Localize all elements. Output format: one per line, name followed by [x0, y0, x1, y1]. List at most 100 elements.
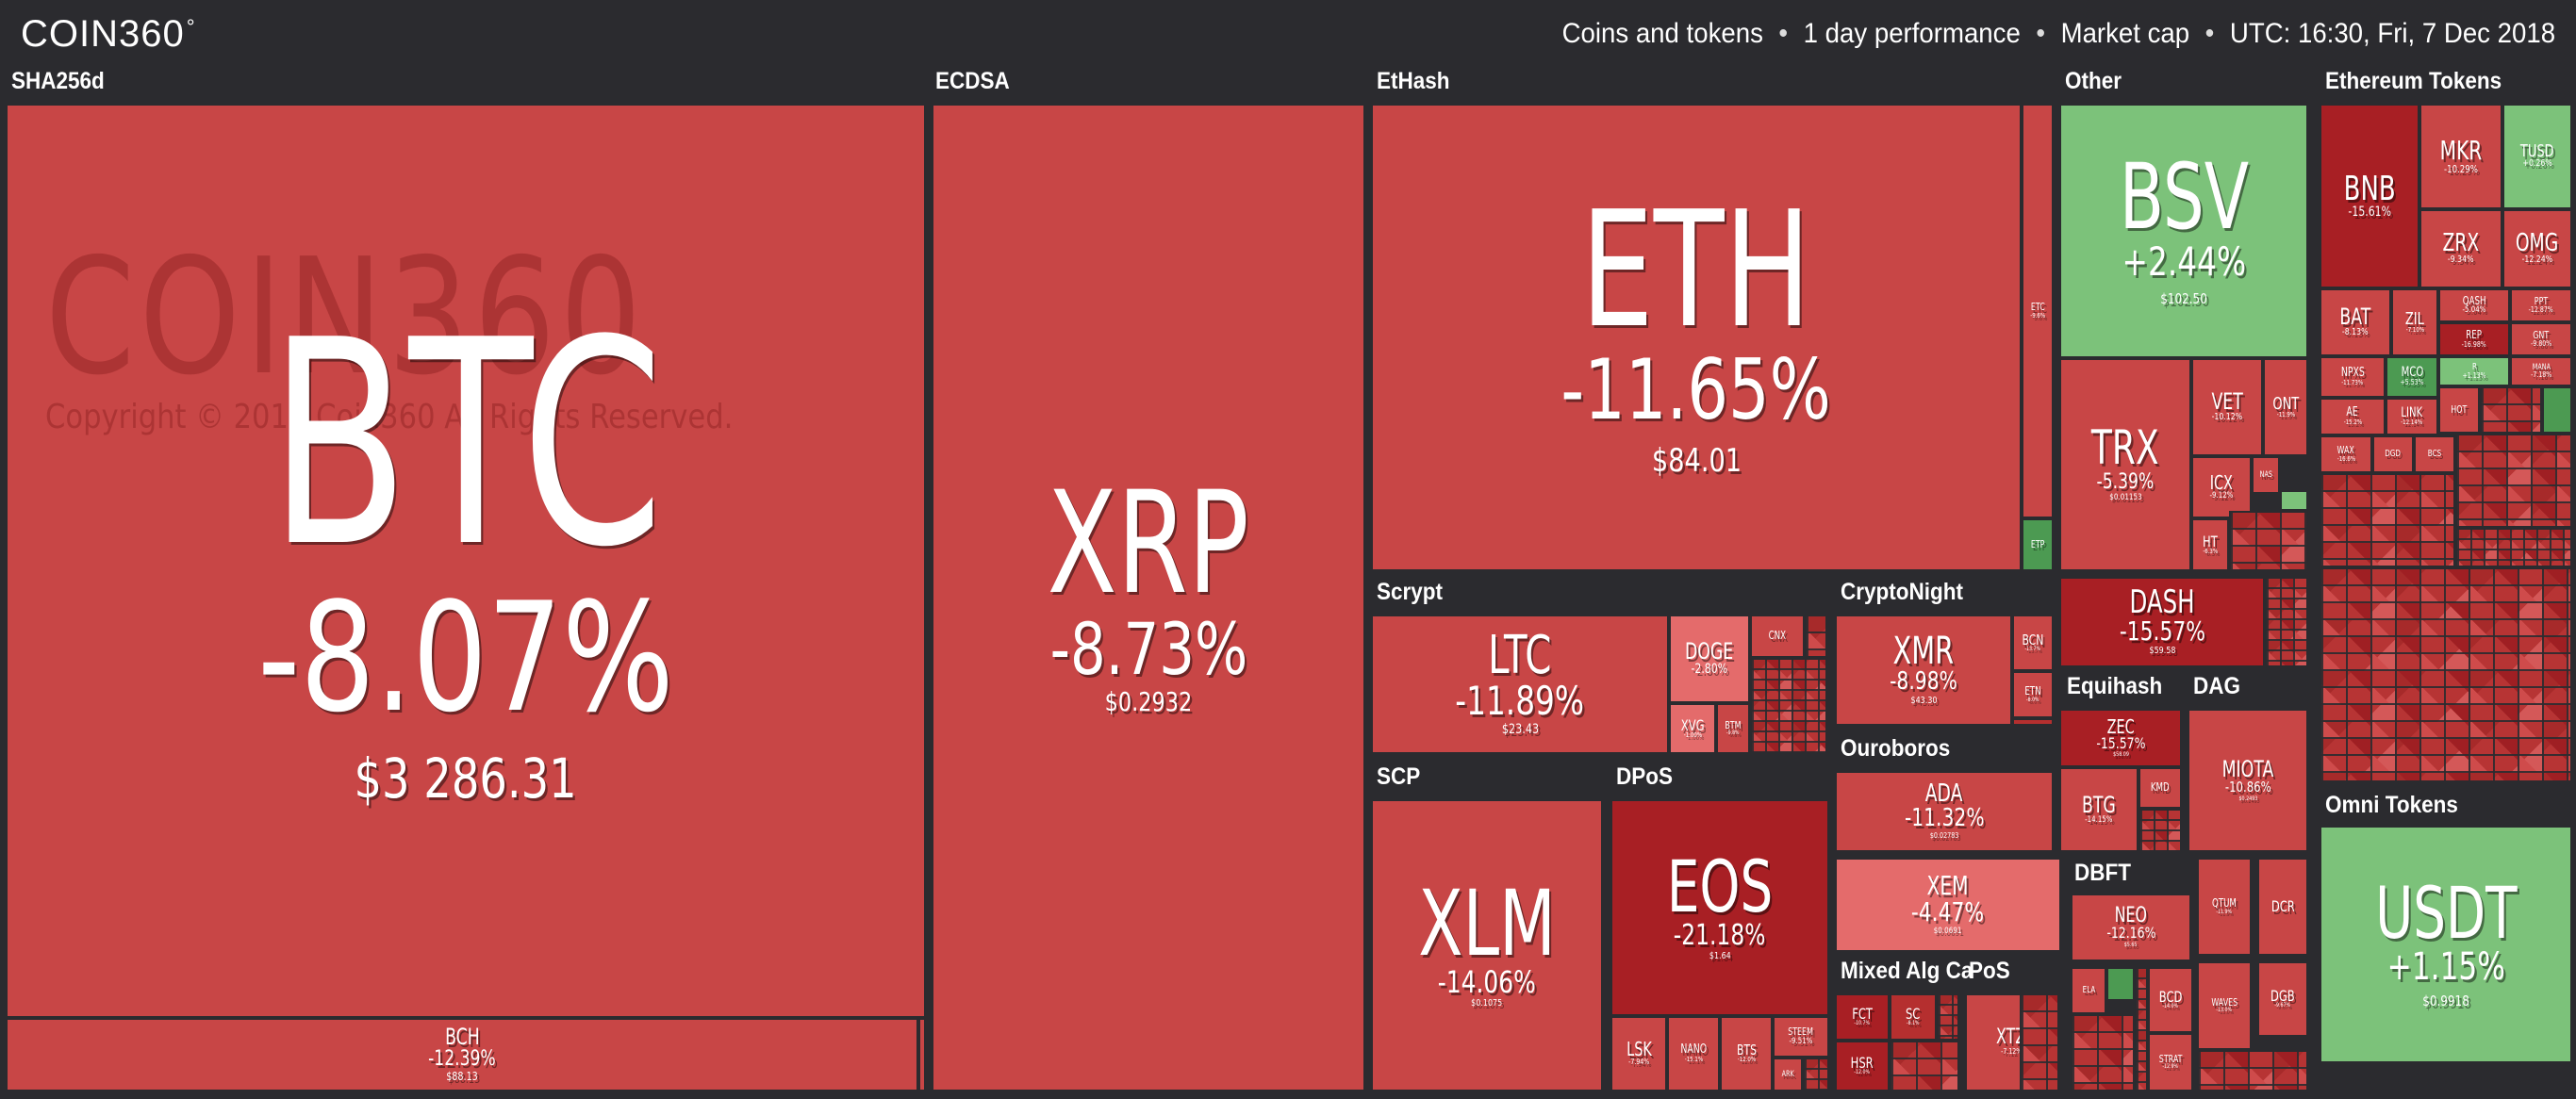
coin360-logo[interactable]: COIN360 ° [21, 13, 196, 56]
coin-price: $0.9918 [2422, 992, 2469, 1010]
coin-tile-zrx[interactable]: ZRX -9.34% [2419, 209, 2502, 288]
coin-tile-rep[interactable]: REP -16.98% [2438, 322, 2510, 356]
filter-coins-tokens[interactable]: Coins and tokens [1561, 18, 1763, 49]
coin-change: -10.12% [2211, 412, 2243, 423]
coin-symbol: EOS [1666, 845, 1774, 929]
coin-change: -8.1% [1907, 1020, 1920, 1027]
coin-change: -21.18% [1674, 919, 1766, 953]
coin-symbol: NANO [1680, 1042, 1707, 1058]
coin-tile-qash[interactable]: QASH -5.04% [2438, 288, 2510, 322]
coin-tile-cnx[interactable]: CNX [1750, 615, 1805, 658]
coin-tile-etn[interactable]: ETN -8.0% [2012, 671, 2054, 718]
coin-tile-small[interactable] [2542, 386, 2572, 434]
coin-symbol: KMD [2151, 780, 2170, 795]
coin-symbol: HT [2203, 532, 2218, 550]
coin-tile-ae[interactable]: AE -15.2% [2320, 398, 2386, 435]
coin-tile-hot[interactable]: HOT [2438, 386, 2480, 434]
coin-tile-xem[interactable]: XEM -4.47% $0.0691 [1835, 858, 2061, 952]
coin-tile-eth[interactable]: ETH -11.65% $84.01 [1371, 104, 2022, 571]
coin-tile-strat[interactable]: STRAT -12.9% [2148, 1033, 2193, 1091]
coin-tile-omg[interactable]: OMG -12.24% [2502, 209, 2572, 288]
coin-tile-btg[interactable]: BTG -14.15% [2059, 767, 2138, 852]
coin-tile-icx[interactable]: ICX -9.12% [2191, 456, 2252, 518]
group-label-scrypt: Scrypt [1377, 579, 1444, 605]
coin-tile-dgd[interactable]: DGD [2372, 435, 2414, 473]
coin-tile-xmr[interactable]: XMR -8.98% $43.30 [1835, 615, 2012, 726]
coin-tile-mana[interactable]: MANA -7.18% [2510, 356, 2572, 386]
top-bar: COIN360 ° Coins and tokens • 1 day perfor… [0, 0, 2576, 68]
coin-tile-qtum[interactable]: QTUM -11.9% [2197, 858, 2252, 956]
coin-tile-doge[interactable]: DOGE -2.80% [1669, 615, 1750, 703]
coin-tile-dash[interactable]: DASH -15.57% $59.58 [2059, 577, 2265, 667]
coin-tile-wax[interactable]: WAX -16.6% [2320, 435, 2372, 473]
coin-tile-zec[interactable]: ZEC -15.57% $58.09 [2059, 709, 2182, 767]
coin-tile-link[interactable]: LINK -12.14% [2386, 398, 2438, 435]
coin-tile-eos[interactable]: EOS -21.18% $1.64 [1610, 799, 1829, 1016]
filter-size-metric[interactable]: Market cap [2060, 18, 2190, 49]
coin-tile-sc[interactable]: SC -8.1% [1890, 993, 1937, 1041]
coin-tile-neo[interactable]: NEO -12.16% $5.65 [2071, 894, 2191, 961]
coin-tile-btc[interactable]: COIN360 Copyright © 2018 Coin360 All Rig… [6, 104, 926, 1018]
coin-change: -15.2% [2343, 418, 2362, 426]
coin-change: -11.9% [2216, 908, 2233, 915]
coin-tile-bch[interactable]: BCH -12.39% $88.13 [6, 1018, 918, 1091]
coin-change: -9.6% [2030, 311, 2045, 320]
coin-tile-dcr[interactable]: DCR [2257, 858, 2308, 956]
coin-tile-zil[interactable]: ZIL -7.10% [2391, 288, 2438, 356]
coin-tile-etp[interactable]: ETP [2022, 518, 2054, 571]
coin-tile-nano[interactable]: NANO -15.1% [1667, 1016, 1720, 1091]
coin-tile-ada[interactable]: ADA -11.32% $0.02783 [1835, 771, 2054, 852]
coin-symbol: XTZ [1996, 1025, 2026, 1050]
coin-tile-lsk[interactable]: LSK -7.94% [1610, 1016, 1667, 1091]
coin-tile-usdt[interactable]: USDT +1.15% $0.9918 [2320, 826, 2572, 1063]
coin-tile-etc[interactable]: ETC -9.6% [2022, 104, 2054, 518]
coin-tile-trx[interactable]: TRX -5.39% $0.01153 [2059, 358, 2191, 571]
coin-tile-r[interactable]: R +1.13% [2438, 356, 2510, 386]
coin-tile-small[interactable] [2106, 967, 2135, 1001]
coin-tile-mco[interactable]: MCO +5.53% [2386, 356, 2438, 398]
coin-tile-miota[interactable]: MIOTA -10.86% $0.2493 [2188, 709, 2308, 852]
coin-change: -9.80% [2530, 339, 2552, 349]
coin-tile-small[interactable] [2280, 490, 2308, 511]
coin-tile-ht[interactable]: HT -6.3% [2191, 518, 2229, 571]
coin-tile-nas[interactable]: NAS [2252, 456, 2280, 494]
coin-tile-xvg[interactable]: XVG -1.00% [1669, 703, 1716, 754]
coin-tile-bnb[interactable]: BNB -15.61% [2320, 104, 2419, 288]
coin-tile-ela[interactable]: ELA [2071, 967, 2106, 1014]
coin-tile-btm[interactable]: BTM -9.8% [1716, 703, 1750, 754]
coin-tile-small[interactable] [918, 1018, 926, 1091]
coin-tile-ltc[interactable]: LTC -11.89% $23.43 [1371, 615, 1669, 754]
coin-tile-fct[interactable]: FCT -10.7% [1835, 993, 1890, 1041]
coin-tile-waves[interactable]: WAVES -13.0% [2197, 961, 2252, 1050]
coin-tile-bat[interactable]: BAT -8.13% [2320, 288, 2391, 356]
coin-tile-kmd[interactable]: KMD [2138, 767, 2182, 809]
coin-price: $58.09 [2112, 751, 2129, 759]
coin-tile-ark[interactable]: ARK [1773, 1058, 1803, 1091]
coin-change: -1.00% [1683, 730, 1702, 739]
coin-symbol: XLM [1418, 870, 1556, 976]
coin-tile-xrp[interactable]: XRP -8.73% $0.2932 [932, 104, 1365, 1091]
coin-tile-bcd[interactable]: BCD -14.0% [2148, 967, 2193, 1033]
coin-tile-bcn[interactable]: BCN -13.7% [2012, 615, 2054, 671]
coin-symbol: XEM [1927, 869, 1969, 901]
coin-tile-steem[interactable]: STEEM -9.51% [1773, 1016, 1829, 1058]
coin-tile-bcs[interactable]: BCS [2414, 435, 2455, 473]
coin-tile-npxs[interactable]: NPXS -11.73% [2320, 356, 2386, 398]
coin-tile-mkr[interactable]: MKR -10.29% [2419, 104, 2502, 209]
filter-period[interactable]: 1 day performance [1803, 18, 2021, 49]
coin-tile-small[interactable] [2012, 718, 2054, 726]
coin-tile-hsr[interactable]: HSR -12.0% [1835, 1041, 1890, 1091]
coin-tile-dgb[interactable]: DGB -9.67% [2257, 961, 2308, 1037]
coin-symbol: ETH [1580, 176, 1812, 364]
coin-tile-xlm[interactable]: XLM -14.06% $0.1075 [1371, 799, 1603, 1091]
coin-tile-bts[interactable]: BTS -12.0% [1720, 1016, 1773, 1091]
coin-tile-vet[interactable]: VET -10.12% [2191, 358, 2263, 456]
coin-symbol: BTS [1736, 1042, 1757, 1059]
coin-tile-gnt[interactable]: GNT -9.80% [2510, 322, 2572, 356]
coin-tile-ppt[interactable]: PPT -12.87% [2510, 288, 2572, 322]
separator-dot: • [1778, 18, 1789, 49]
coin-change: -7.94% [1627, 1058, 1650, 1067]
coin-tile-ont[interactable]: ONT -11.9% [2263, 358, 2308, 456]
coin-tile-tusd[interactable]: TUSD +0.26% [2502, 104, 2572, 209]
coin-tile-bsv[interactable]: BSV +2.44% $102.50 [2059, 104, 2308, 358]
